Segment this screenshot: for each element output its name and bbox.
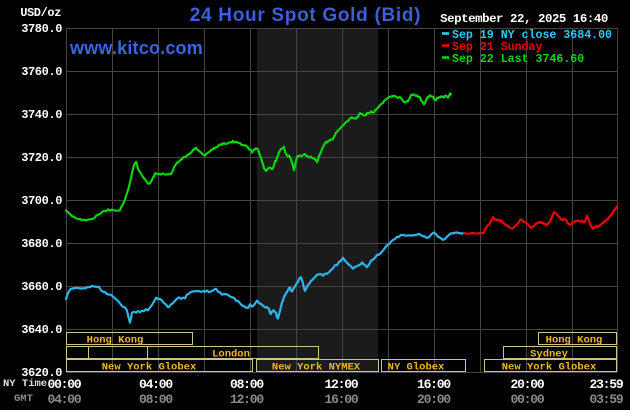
- svg-text:04:00: 04:00: [47, 392, 81, 407]
- svg-text:www.kitco.com: www.kitco.com: [69, 38, 203, 58]
- svg-text:GMT: GMT: [14, 393, 33, 405]
- svg-text:00:00: 00:00: [510, 392, 544, 407]
- svg-text:08:00: 08:00: [139, 392, 173, 407]
- svg-text:08:00: 08:00: [230, 377, 264, 392]
- svg-text:3740.0: 3740.0: [21, 108, 62, 122]
- svg-text:Hong Kong: Hong Kong: [546, 335, 603, 347]
- svg-text:16:00: 16:00: [417, 377, 451, 392]
- svg-text:Sep 19 NY close 3684.00: Sep 19 NY close 3684.00: [452, 29, 612, 42]
- svg-text:3780.0: 3780.0: [21, 22, 62, 36]
- svg-text:20:00: 20:00: [510, 377, 544, 392]
- svg-text:3760.0: 3760.0: [21, 65, 62, 79]
- svg-text:Sydney: Sydney: [530, 349, 569, 361]
- svg-text:20:00: 20:00: [417, 392, 451, 407]
- svg-text:3660.0: 3660.0: [21, 280, 62, 294]
- svg-text:NY Globex: NY Globex: [388, 362, 445, 374]
- svg-text:3720.0: 3720.0: [21, 151, 62, 165]
- svg-text:12:00: 12:00: [230, 392, 264, 407]
- svg-text:NY Time: NY Time: [3, 378, 47, 390]
- svg-text:12:00: 12:00: [324, 377, 358, 392]
- svg-text:Hong Kong: Hong Kong: [87, 335, 144, 347]
- svg-text:New York Globex: New York Globex: [502, 362, 597, 374]
- svg-text:04:00: 04:00: [139, 377, 173, 392]
- svg-text:3700.0: 3700.0: [21, 194, 62, 208]
- svg-text:September 22, 2025 16:40: September 22, 2025 16:40: [440, 12, 608, 26]
- svg-text:23:59: 23:59: [589, 377, 623, 392]
- svg-text:03:59: 03:59: [589, 392, 623, 407]
- svg-text:24 Hour Spot Gold (Bid): 24 Hour Spot Gold (Bid): [190, 5, 421, 26]
- svg-text:Sep 22 Last 3746.60: Sep 22 Last 3746.60: [452, 53, 584, 66]
- svg-text:16:00: 16:00: [324, 392, 358, 407]
- svg-text:3620.0: 3620.0: [21, 366, 62, 380]
- svg-text:3680.0: 3680.0: [21, 237, 62, 251]
- svg-text:London: London: [212, 349, 250, 361]
- svg-text:00:00: 00:00: [47, 377, 81, 392]
- svg-text:New York Globex: New York Globex: [102, 362, 197, 374]
- svg-text:Sep 21 Sunday: Sep 21 Sunday: [452, 41, 542, 54]
- svg-text:3640.0: 3640.0: [21, 323, 62, 337]
- svg-text:USD/oz: USD/oz: [20, 6, 61, 20]
- svg-text:New York NYMEX: New York NYMEX: [272, 362, 361, 374]
